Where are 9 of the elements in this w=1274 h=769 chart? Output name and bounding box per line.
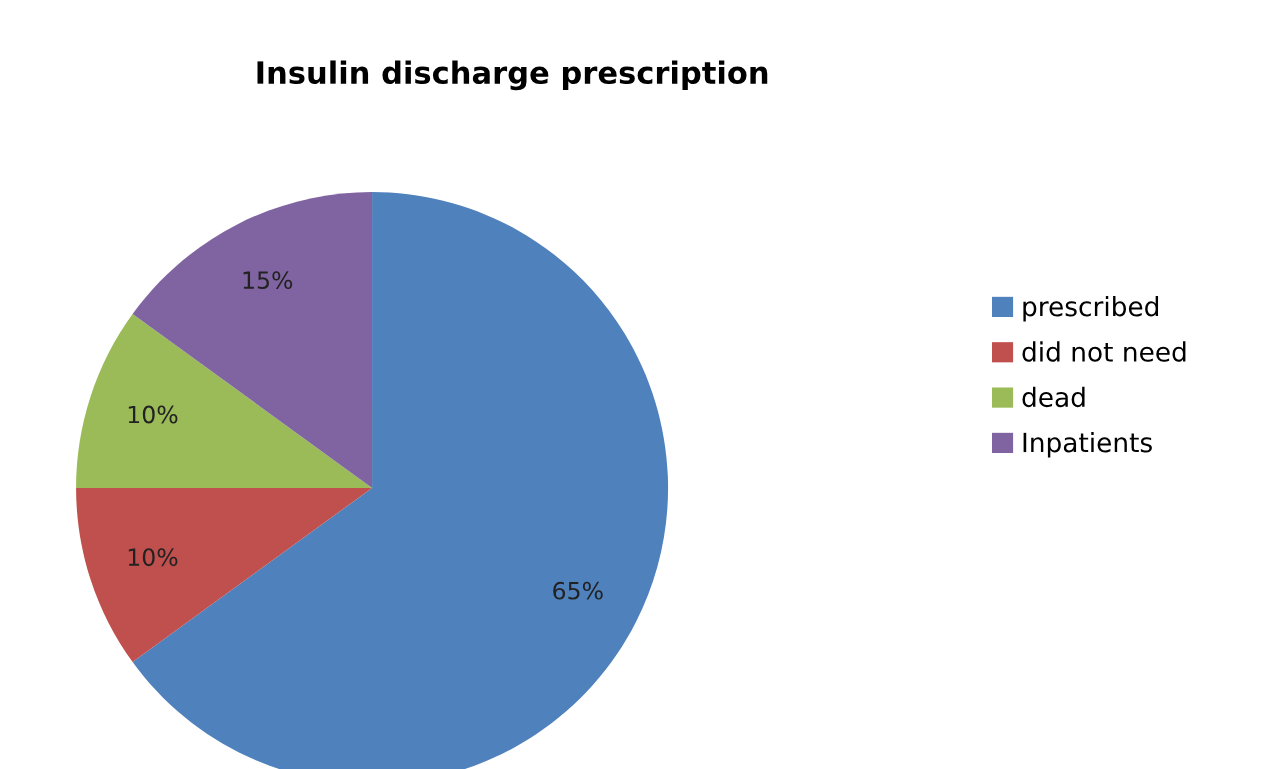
legend-label: prescribed — [1023, 296, 1159, 322]
data-label: 10% — [128, 548, 178, 567]
legend-label: dead — [1022, 386, 1085, 408]
data-label: 10% — [128, 405, 178, 424]
chart-title: Insulin discharge prescription — [257, 60, 768, 91]
data-label: 65% — [553, 581, 603, 600]
data-label: 15% — [243, 271, 293, 290]
legend-label: did not need — [1022, 341, 1186, 362]
legend-label: Inpatients — [1023, 432, 1152, 458]
